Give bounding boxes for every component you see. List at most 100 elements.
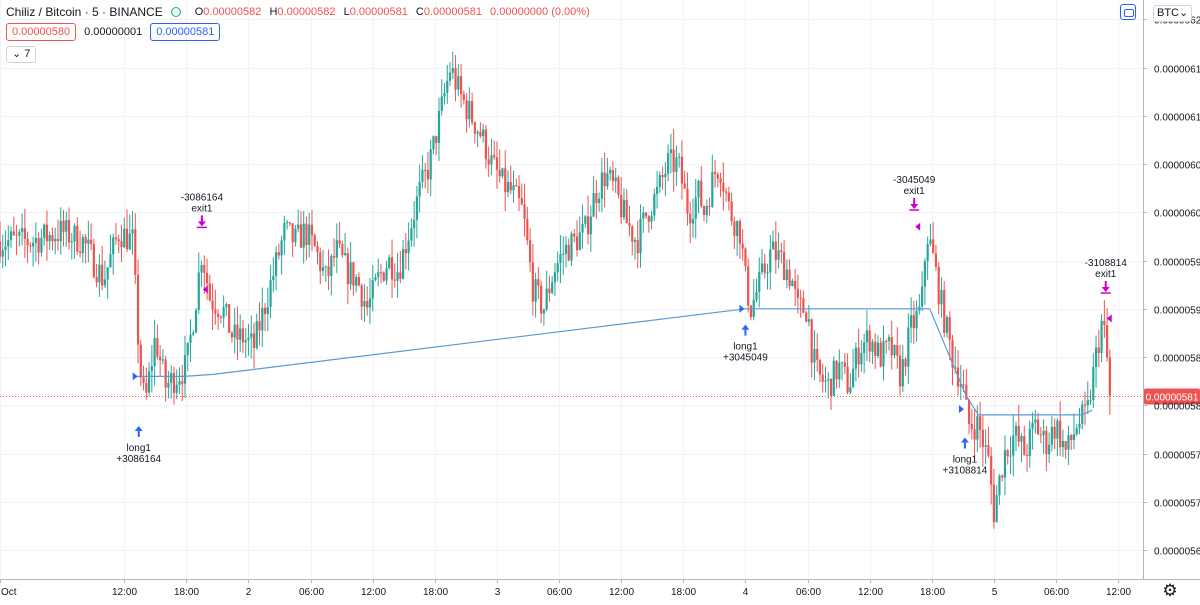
candle-body — [829, 379, 833, 396]
candle-body — [120, 241, 123, 248]
candle-body — [1, 250, 4, 257]
exit-size-label: -3045049 — [893, 175, 936, 186]
candle-body — [592, 193, 595, 217]
candle-body — [4, 246, 7, 251]
candle-body — [570, 233, 573, 261]
entry-label: long1 — [126, 443, 151, 454]
candle-body — [103, 279, 107, 286]
candle-body — [59, 220, 62, 242]
time-axis[interactable]: Oct 12:00 18:00 2 06:00 12:00 18:00 3 06:00 12:00… — [0, 579, 1200, 598]
candle-body — [186, 342, 189, 356]
candle-body — [291, 223, 294, 243]
candle-body — [54, 238, 57, 242]
candle-body — [890, 337, 893, 356]
exit-arrow-head — [1101, 287, 1110, 293]
candle-body — [424, 169, 427, 171]
symbol-title[interactable]: Chiliz / Bitcoin · 5 · BINANCE — [6, 5, 163, 19]
candle-body — [34, 237, 37, 243]
candle-body — [766, 272, 769, 274]
candle-body — [609, 170, 612, 174]
candle-body — [277, 252, 280, 256]
candle-body — [363, 301, 366, 307]
candle-body — [479, 131, 482, 137]
candle-body — [390, 257, 394, 280]
candle-body — [76, 225, 79, 252]
candle-body — [871, 341, 874, 352]
candle-body — [288, 222, 291, 224]
candle-body — [998, 475, 1001, 496]
entry-triangle-marker — [739, 304, 745, 313]
candle-body — [299, 224, 303, 248]
candle-body — [788, 269, 791, 286]
candle-body — [857, 347, 860, 365]
candle-body — [885, 340, 888, 342]
indicators-toggle[interactable]: ⌄ 7 — [6, 46, 37, 63]
candle-body — [344, 253, 347, 256]
candle-body — [763, 263, 766, 273]
candle-body — [302, 223, 305, 248]
candle-body — [642, 212, 645, 219]
x-tick-label: 18:00 — [671, 587, 696, 598]
candle-body — [741, 243, 744, 249]
candle-body — [150, 366, 153, 372]
candle-body — [990, 455, 993, 485]
candle-body — [1078, 424, 1081, 429]
candle-body — [313, 235, 316, 246]
candle-body — [78, 251, 82, 253]
candle-body — [874, 341, 877, 357]
candle-body — [435, 136, 438, 143]
candle-body — [733, 221, 736, 236]
candle-body — [164, 359, 167, 388]
candle-body — [879, 342, 882, 367]
candle-body — [548, 288, 551, 293]
currency-selector[interactable]: BTC⌄ — [1153, 5, 1193, 22]
window-icon[interactable] — [1120, 4, 1136, 20]
candle-body — [655, 186, 659, 195]
candle-body — [128, 233, 131, 250]
candle-body — [106, 267, 109, 280]
entry-label: long1 — [953, 455, 978, 466]
gear-icon[interactable]: ⚙ — [1162, 581, 1178, 600]
candle-body — [702, 206, 706, 216]
entry-triangle-marker — [958, 405, 964, 414]
candle-body — [189, 334, 192, 343]
candle-body — [396, 272, 399, 281]
candle-body — [948, 317, 951, 340]
candle-body — [520, 197, 523, 205]
candle-body — [349, 262, 352, 285]
candle-body — [178, 381, 181, 385]
candle-body — [432, 136, 435, 150]
candle-body — [636, 240, 639, 254]
candle-body — [708, 206, 711, 208]
candle-body — [413, 219, 416, 229]
candle-body — [172, 372, 176, 393]
candle-body — [183, 355, 187, 384]
close-key: C — [415, 6, 424, 18]
candle-body — [923, 261, 926, 287]
candle-body — [716, 174, 719, 179]
candle-body — [976, 416, 979, 440]
candle-body — [722, 182, 725, 192]
candle-body — [995, 495, 998, 523]
trade-line — [136, 308, 1093, 416]
candle-body — [421, 169, 424, 183]
candle-body — [266, 306, 269, 314]
market-status-icon[interactable] — [170, 7, 181, 17]
candle-body — [1025, 454, 1029, 457]
candle-body — [887, 337, 891, 341]
candle-body — [1086, 400, 1089, 406]
candle-body — [1031, 422, 1034, 429]
candle-body — [454, 68, 457, 90]
candle-body — [316, 245, 319, 253]
candle-body — [495, 157, 499, 170]
buy-button[interactable]: 0.00000581 — [150, 23, 221, 41]
exit-size-label: -3108814 — [1085, 258, 1128, 269]
candle-body — [244, 340, 247, 343]
x-tick-label: 5 — [992, 587, 998, 598]
exit-triangle-marker — [1106, 314, 1112, 323]
sell-button[interactable]: 0.00000580 — [6, 23, 77, 41]
candle-body — [595, 193, 598, 203]
candle-body — [81, 237, 84, 253]
